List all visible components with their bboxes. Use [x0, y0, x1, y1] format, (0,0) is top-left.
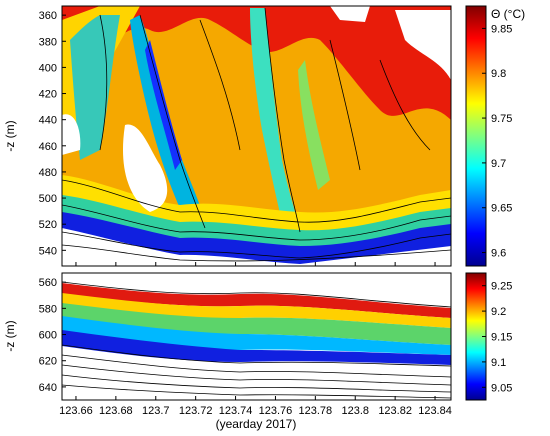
- lower-y-tick-label: 620: [39, 356, 57, 368]
- upper-colorbar: 9.6 9.65 9.7 9.75 9.8 9.85 Θ (°C): [465, 5, 525, 267]
- x-tick-label: 123.84: [418, 405, 452, 417]
- lower-x-axis: 123.66 123.68 123.7 123.72 123.74 123.76 123.7…: [59, 396, 452, 417]
- upper-y-tick-label: 460: [39, 141, 57, 153]
- lower-y-tick-label: 580: [39, 303, 57, 315]
- x-tick-label: 123.66: [59, 405, 93, 417]
- x-tick-label: 123.76: [259, 405, 293, 417]
- lower-temperature-field: [62, 273, 451, 399]
- upper-y-tick-label: 440: [39, 115, 57, 127]
- x-tick-label: 123.7: [142, 405, 170, 417]
- upper-plot-frame: [61, 5, 452, 267]
- upper-y-tick-label: 360: [39, 10, 57, 22]
- x-tick-label: 123.74: [219, 405, 253, 417]
- upper-colorbar-tick-label: 9.7: [491, 158, 506, 170]
- upper-colorbar-tick-label: 9.85: [491, 23, 512, 35]
- x-tick-label: 123.78: [299, 405, 333, 417]
- upper-colorbar-tick-label: 9.8: [491, 68, 506, 80]
- upper-y-tick-label: 480: [39, 167, 57, 179]
- upper-y-axis-label: -z (m): [3, 120, 17, 151]
- lower-colorbar-tick-label: 9.25: [491, 281, 512, 293]
- lower-y-axis: 560 580 600 620 640: [39, 277, 66, 394]
- lower-colorbar-tick-label: 9.1: [491, 357, 506, 369]
- upper-colorbar-tick-label: 9.75: [491, 113, 512, 125]
- upper-y-tick-label: 520: [39, 219, 57, 231]
- upper-y-tick-label: 540: [39, 245, 57, 257]
- lower-y-tick-label: 600: [39, 330, 57, 342]
- lower-plot-frame: [61, 272, 452, 401]
- lower-y-tick-label: 560: [39, 277, 57, 289]
- upper-colorbar-ticks: 9.6 9.65 9.7 9.75 9.8 9.85: [482, 23, 512, 260]
- upper-panel: 360 380 400 420 440 460 480 500 520 540 -z (m): [3, 5, 452, 267]
- upper-colorbar-label: Θ (°C): [491, 7, 525, 21]
- x-axis-label: (yearday 2017): [216, 417, 297, 431]
- lower-colorbar: 9.05 9.1 9.15 9.2 9.25: [465, 272, 512, 401]
- upper-y-tick-label: 400: [39, 62, 57, 74]
- upper-x-axis: [75, 262, 436, 266]
- upper-y-tick-label: 380: [39, 36, 57, 48]
- x-tick-label: 123.68: [99, 405, 133, 417]
- upper-colorbar-tick-label: 9.6: [491, 248, 506, 260]
- lower-colorbar-tick-label: 9.2: [491, 306, 506, 318]
- lower-y-tick-label: 640: [39, 382, 57, 394]
- lower-colorbar-tick-label: 9.05: [491, 382, 512, 394]
- upper-y-axis: 360 380 400 420 440 460 480 500 520 540: [39, 10, 66, 257]
- upper-colorbar-tick-label: 9.65: [491, 203, 512, 215]
- upper-y-tick-label: 500: [39, 193, 57, 205]
- x-tick-label: 123.8: [341, 405, 369, 417]
- x-tick-label: 123.82: [378, 405, 412, 417]
- upper-y-tick-label: 420: [39, 89, 57, 101]
- lower-y-axis-label: -z (m): [3, 320, 17, 351]
- x-tick-label: 123.72: [179, 405, 213, 417]
- upper-temperature-field: [62, 6, 451, 266]
- lower-colorbar-tick-label: 9.15: [491, 332, 512, 344]
- lower-colorbar-ticks: 9.05 9.1 9.15 9.2 9.25: [482, 281, 512, 394]
